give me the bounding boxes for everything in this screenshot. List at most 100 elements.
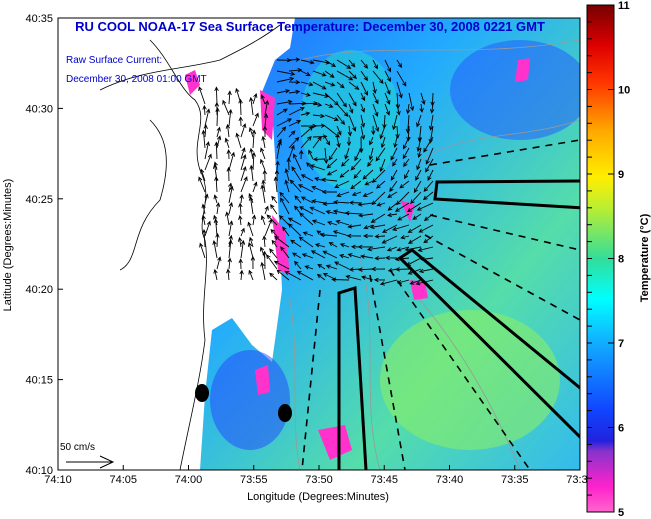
current-vector-arrow [252,181,258,193]
current-vector-arrow [387,212,398,218]
colorbar-ticks: 11 10 9 8 7 6 5 [587,0,630,519]
current-vector-arrow [298,206,314,215]
current-vector-arrow [399,180,410,189]
current-vector-arrow [213,218,219,237]
current-vector-arrow [300,81,314,87]
current-vector-arrow [222,99,230,116]
current-vector-arrow [260,214,266,226]
current-vector-arrow [375,147,386,162]
current-vector-arrow [215,107,220,127]
current-vector-arrow [409,279,422,285]
current-vector-arrow [362,191,374,197]
current-vector-arrow [273,176,279,193]
radial-transects [301,139,580,470]
current-vector-arrow [335,219,350,226]
figure-title: RU COOL NOAA-17 Sea Surface Temperature:… [75,19,545,34]
current-vector-arrow [251,129,257,149]
current-vector-arrow [360,254,374,259]
current-vector-arrow [367,158,374,168]
current-vector-arrow [276,89,291,94]
current-vector-arrow [198,176,206,193]
current-vector-arrow [300,135,312,149]
current-vector-arrow [204,108,211,127]
current-vector-arrow [372,70,384,84]
current-vector-arrow [415,169,422,181]
current-vector-arrow [216,135,222,149]
current-vector-arrow [249,147,254,160]
current-vector-arrow [408,92,415,112]
current-vector-arrow [228,220,234,237]
current-vector-arrow [360,125,366,140]
current-vector-arrow [238,215,243,226]
current-vector-arrow [384,81,391,96]
current-vector-arrow [312,70,327,77]
current-vector-arrow [396,191,410,206]
current-vector-arrow [336,81,345,89]
current-vector-arrow [213,268,218,281]
current-vector-arrow [288,67,303,73]
current-vector-arrow [328,241,338,248]
current-vector-arrow [297,184,314,193]
current-vector-arrow [413,180,422,194]
current-vector-arrow [326,169,338,176]
current-vector-arrow [304,265,314,270]
current-vector-arrow [279,215,290,226]
current-vector-arrow [345,274,362,281]
current-vector-arrow [373,277,386,283]
current-vector-arrow [250,255,256,270]
current-vector-arrow [213,194,218,204]
current-vector-arrow [224,137,230,149]
current-vector-arrow [372,169,386,183]
current-vector-arrow [334,261,350,270]
current-vector-arrow [247,221,254,237]
current-vector-arrow [358,213,374,218]
current-vector-arrow [312,81,327,90]
current-vector-arrow [204,153,212,171]
current-vector-arrow [288,106,305,116]
current-vector-arrow [260,147,266,160]
current-vector-arrow [403,158,410,168]
x-tick-label: 73:45 [370,474,398,486]
current-vector-arrow [339,169,350,178]
current-vector-arrow [336,103,349,117]
current-vector-arrow [300,59,315,65]
scale-arrow [66,455,115,469]
current-vector-arrow [288,89,301,95]
current-vector-arrow [416,114,422,128]
current-vector-arrow [324,114,339,121]
current-vector-arrow [324,125,340,138]
current-vector-arrow [288,80,301,85]
x-axis: 74:10 74:05 74:00 73:55 73:50 73:45 73:40 73:35… [44,465,594,486]
survey-boxes [337,179,580,470]
current-vector-arrow [405,103,411,115]
current-vector-arrow [336,191,350,198]
current-vector-arrow [372,92,379,105]
current-vector-arrow [336,92,347,108]
current-vector-arrow [348,59,356,68]
current-vector-arrow [273,260,290,270]
current-vector-arrow [404,246,422,252]
current-vector-arrow [347,125,353,137]
current-vector-arrow [316,273,326,281]
current-vector-arrow [425,147,434,165]
current-vector-arrow [348,92,357,107]
current-vector-arrow [248,96,254,116]
current-vector-arrow [264,218,273,237]
current-vector-arrow [416,158,422,171]
annotation-line-2: December 30, 2008 01:00 GMT [66,74,207,85]
current-vector-arrow [260,261,266,281]
current-vector-arrow [344,210,362,216]
current-vector-arrow [248,196,254,215]
current-vector-arrow [262,169,267,182]
current-vector-arrow [294,205,302,215]
annotation-line-1: Raw Surface Current: [66,55,162,66]
current-vector-arrow [369,136,374,146]
surface-current-vectors [198,57,435,286]
scale-label: 50 cm/s [60,442,95,453]
current-vector-arrow [312,123,326,128]
x-tick-label: 73:40 [436,474,464,486]
current-vector-arrow [360,59,369,69]
current-vector-arrow [269,248,278,259]
current-vector-arrow [238,98,243,116]
